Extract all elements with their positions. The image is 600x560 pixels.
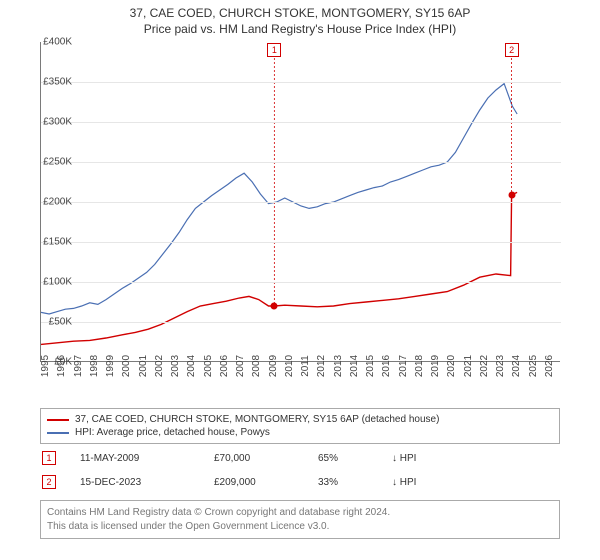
sale-point-2 bbox=[508, 191, 515, 198]
legend-label: HPI: Average price, detached house, Powy… bbox=[75, 427, 270, 438]
x-tick-label: 2012 bbox=[316, 355, 327, 377]
sale-marker-2: 2 bbox=[505, 43, 519, 57]
sale-price: £70,000 bbox=[214, 453, 294, 464]
sale-arrow-icon: ↓ HPI bbox=[392, 453, 416, 464]
x-tick-label: 2021 bbox=[463, 355, 474, 377]
x-tick-label: 2000 bbox=[121, 355, 132, 377]
x-tick-label: 2026 bbox=[544, 355, 555, 377]
x-tick-label: 1997 bbox=[73, 355, 84, 377]
legend-swatch bbox=[47, 419, 69, 421]
sale-pct: 65% bbox=[318, 453, 368, 464]
chart-container: 37, CAE COED, CHURCH STOKE, MONTGOMERY, … bbox=[0, 0, 600, 560]
chart-subtitle: Price paid vs. HM Land Registry's House … bbox=[0, 20, 600, 42]
y-tick-label: £50K bbox=[28, 317, 72, 328]
x-tick-label: 2008 bbox=[251, 355, 262, 377]
footer-line-2: This data is licensed under the Open Gov… bbox=[47, 520, 553, 534]
x-tick-label: 1998 bbox=[89, 355, 100, 377]
x-tick-label: 2017 bbox=[398, 355, 409, 377]
footer-line-1: Contains HM Land Registry data © Crown c… bbox=[47, 506, 553, 520]
x-tick-label: 2009 bbox=[268, 355, 279, 377]
y-tick-label: £400K bbox=[28, 37, 72, 48]
x-tick-label: 2004 bbox=[186, 355, 197, 377]
x-tick-label: 2016 bbox=[381, 355, 392, 377]
sale-marker-1: 1 bbox=[267, 43, 281, 57]
x-tick-label: 1999 bbox=[105, 355, 116, 377]
x-tick-label: 2010 bbox=[284, 355, 295, 377]
legend-item-hpi: HPI: Average price, detached house, Powy… bbox=[47, 426, 553, 439]
x-tick-label: 2003 bbox=[170, 355, 181, 377]
sale-row-2: 2 15-DEC-2023 £209,000 33% ↓ HPI bbox=[40, 472, 560, 492]
x-tick-label: 2014 bbox=[349, 355, 360, 377]
y-tick-label: £150K bbox=[28, 237, 72, 248]
y-tick-label: £200K bbox=[28, 197, 72, 208]
x-tick-label: 1995 bbox=[40, 355, 51, 377]
x-tick-label: 2006 bbox=[219, 355, 230, 377]
sale-row-marker: 1 bbox=[42, 451, 56, 465]
legend-label: 37, CAE COED, CHURCH STOKE, MONTGOMERY, … bbox=[75, 414, 439, 425]
x-tick-label: 2015 bbox=[365, 355, 376, 377]
x-tick-label: 2007 bbox=[235, 355, 246, 377]
x-tick-label: 2013 bbox=[333, 355, 344, 377]
y-tick-label: £100K bbox=[28, 277, 72, 288]
x-tick-label: 2024 bbox=[511, 355, 522, 377]
x-tick-label: 2011 bbox=[300, 355, 311, 377]
x-tick-label: 2018 bbox=[414, 355, 425, 377]
chart-title: 37, CAE COED, CHURCH STOKE, MONTGOMERY, … bbox=[0, 0, 600, 20]
sale-price: £209,000 bbox=[214, 477, 294, 488]
x-tick-label: 2001 bbox=[138, 355, 149, 377]
sale-arrow-icon: ↓ HPI bbox=[392, 477, 416, 488]
sale-row-marker: 2 bbox=[42, 475, 56, 489]
y-tick-label: £300K bbox=[28, 117, 72, 128]
footer-box: Contains HM Land Registry data © Crown c… bbox=[40, 500, 560, 539]
sale-date: 15-DEC-2023 bbox=[80, 477, 190, 488]
sale-date: 11-MAY-2009 bbox=[80, 453, 190, 464]
sale-point-1 bbox=[271, 303, 278, 310]
x-tick-label: 2005 bbox=[203, 355, 214, 377]
x-tick-label: 2019 bbox=[430, 355, 441, 377]
x-tick-label: 1996 bbox=[56, 355, 67, 377]
sale-row-1: 1 11-MAY-2009 £70,000 65% ↓ HPI bbox=[40, 448, 560, 468]
y-tick-label: £350K bbox=[28, 77, 72, 88]
legend-swatch bbox=[47, 432, 69, 434]
x-tick-label: 2020 bbox=[446, 355, 457, 377]
x-tick-label: 2022 bbox=[479, 355, 490, 377]
legend-box: 37, CAE COED, CHURCH STOKE, MONTGOMERY, … bbox=[40, 408, 560, 444]
sales-list: 1 11-MAY-2009 £70,000 65% ↓ HPI 2 15-DEC-2023 £… bbox=[40, 448, 560, 492]
plot-area: 12 bbox=[40, 42, 560, 362]
below-chart: 37, CAE COED, CHURCH STOKE, MONTGOMERY, … bbox=[40, 408, 560, 539]
sale-pct: 33% bbox=[318, 477, 368, 488]
x-tick-label: 2002 bbox=[154, 355, 165, 377]
series-hpi bbox=[41, 84, 517, 314]
legend-item-property: 37, CAE COED, CHURCH STOKE, MONTGOMERY, … bbox=[47, 413, 553, 426]
x-tick-label: 2023 bbox=[495, 355, 506, 377]
x-tick-label: 2025 bbox=[528, 355, 539, 377]
y-tick-label: £250K bbox=[28, 157, 72, 168]
chart-area: 12 £0K£50K£100K£150K£200K£250K£300K£350K… bbox=[40, 42, 600, 402]
